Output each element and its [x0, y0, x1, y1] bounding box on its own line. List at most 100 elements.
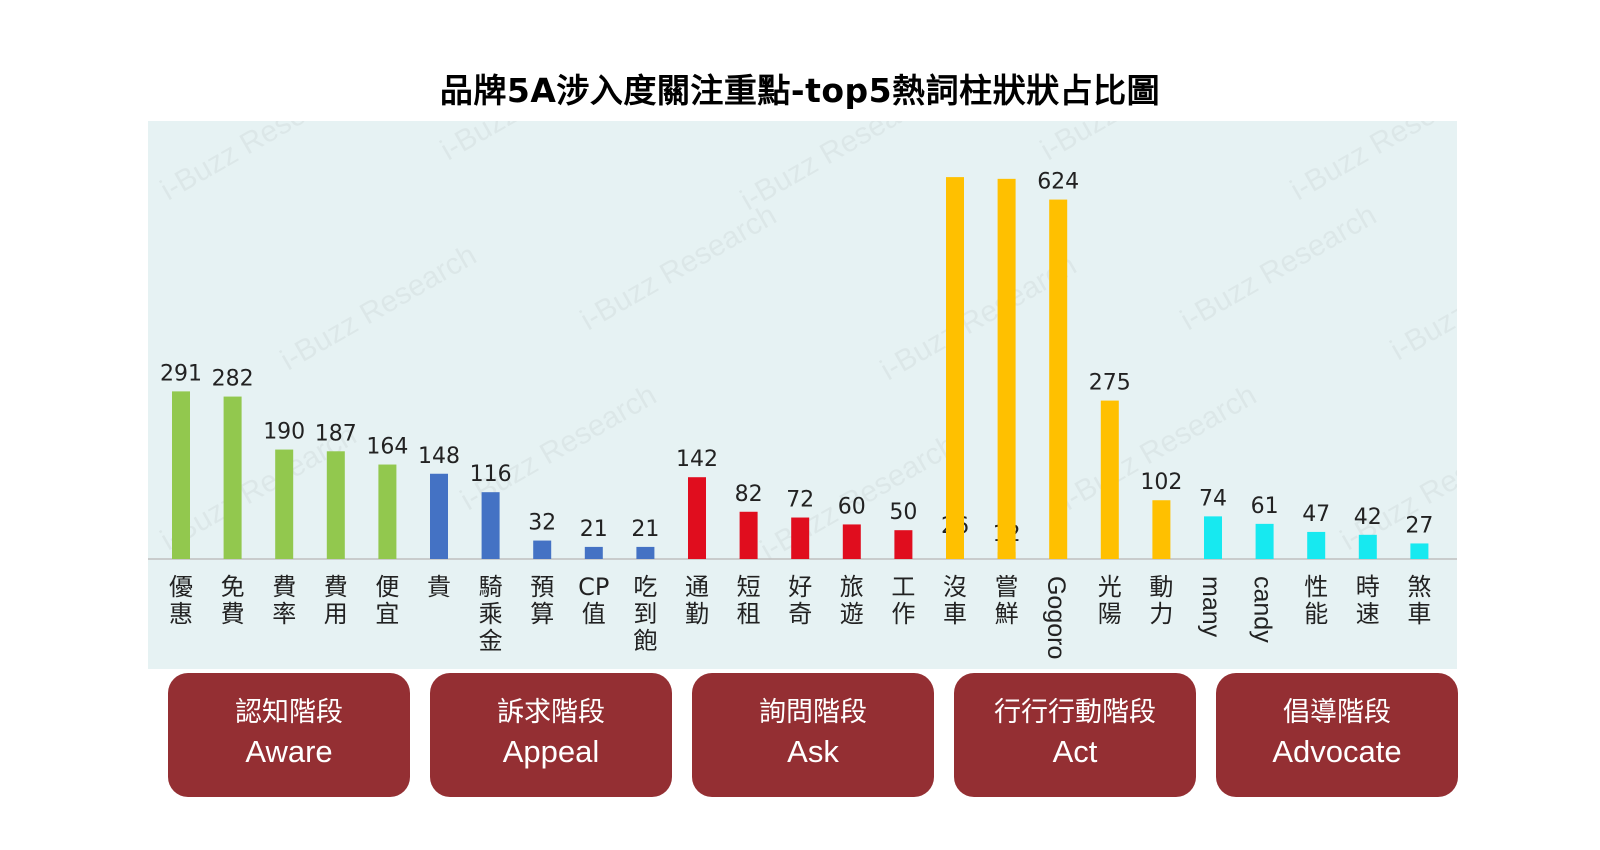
category-label: 短租: [737, 573, 761, 628]
bar: [378, 464, 397, 559]
stage-box-act: 行行行動階段 Act: [954, 673, 1196, 797]
bar: [1049, 199, 1068, 559]
stage-cn-label: 倡導階段: [1283, 697, 1391, 728]
category-label: 免費: [221, 573, 245, 628]
bar: [1410, 543, 1429, 559]
data-label: 82: [735, 482, 763, 507]
bar: [1358, 534, 1377, 559]
category-label: CP 值: [578, 573, 609, 628]
watermark-text: i-Buzz Research: [155, 121, 362, 207]
category-label: Gogoro: [1042, 576, 1070, 659]
data-label: 275: [1089, 371, 1131, 396]
data-label: 116: [470, 462, 512, 487]
watermark-text: i-Buzz Research: [1175, 198, 1382, 337]
data-label: 60: [838, 494, 866, 519]
data-label: 148: [418, 444, 460, 469]
data-label: 47: [1302, 502, 1330, 527]
data-label: 61: [1251, 494, 1279, 519]
category-label: 旅遊: [840, 573, 864, 628]
data-label: 42: [1354, 505, 1382, 530]
category-label: 便宜: [375, 573, 399, 628]
data-label: 72: [786, 488, 814, 513]
stage-en-label: Advocate: [1272, 734, 1402, 769]
category-label: 好奇: [788, 573, 812, 628]
category-label: 煞車: [1407, 573, 1431, 628]
bar: [1255, 523, 1274, 559]
stage-box-appeal: 訴求階段 Appeal: [430, 673, 672, 797]
category-label: candy: [1249, 576, 1277, 643]
data-label: 50: [889, 500, 917, 525]
bar: [1204, 516, 1222, 559]
data-label: 282: [212, 367, 254, 392]
data-label: 21: [631, 517, 659, 542]
watermark-text: i-Buzz Research: [1055, 378, 1262, 517]
category-label: 騎乘金: [479, 573, 503, 655]
watermark-text: i-Buzz Research: [435, 121, 642, 167]
bar: [1152, 500, 1171, 559]
watermark-text: i-Buzz Research: [1035, 121, 1242, 167]
data-label: 21: [580, 517, 608, 542]
category-label: 貴: [427, 573, 451, 601]
data-label: 142: [676, 447, 718, 472]
stage-en-label: Appeal: [502, 734, 600, 769]
data-label: 190: [263, 420, 305, 445]
category-label: 嘗鮮: [995, 573, 1019, 628]
watermark-text: i-Buzz Research: [575, 198, 782, 337]
bar: [172, 391, 190, 559]
bar: [326, 451, 345, 559]
overlay-bar: [946, 177, 964, 559]
stage-box-advocate: 倡導階段 Advocate: [1216, 673, 1458, 797]
stage-cn-label: 行行行動階段: [994, 697, 1156, 728]
stage-en-label: Aware: [245, 734, 333, 769]
chart-title: 品牌5A涉入度關注重點-top5熱詞柱狀狀占比圖: [439, 71, 1161, 110]
bar: [430, 473, 448, 559]
stage-en-label: Ask: [787, 734, 839, 769]
bar: [636, 546, 655, 559]
overlay-bar: [997, 178, 1016, 559]
category-label: 時速: [1356, 573, 1380, 628]
stage-cn-label: 認知階段: [235, 697, 343, 728]
data-label: 32: [528, 511, 556, 536]
stage-en-label: Act: [1052, 734, 1098, 769]
bar: [275, 449, 294, 559]
data-label: 102: [1140, 470, 1182, 495]
watermark-text: i-Buzz Research: [1385, 228, 1457, 367]
category-label: 光陽: [1098, 573, 1122, 628]
bar: [1307, 531, 1326, 559]
category-label: 性能: [1304, 573, 1328, 628]
category-label: 費用: [324, 573, 348, 628]
data-label: 187: [315, 421, 357, 446]
watermark-text: i-Buzz Research: [1285, 121, 1457, 207]
bar: [688, 477, 706, 559]
category-label: 費率: [272, 573, 296, 628]
category-label: many: [1197, 576, 1225, 638]
bar: [791, 517, 810, 559]
stage-cn-label: 詢問階段: [759, 697, 867, 728]
data-label: 624: [1037, 170, 1079, 195]
bar: [533, 540, 552, 559]
bar: [481, 492, 500, 559]
stage-box-aware: 認知階段 Aware: [168, 673, 410, 797]
data-label: 291: [160, 361, 202, 386]
category-label: 沒車: [943, 573, 967, 628]
stage-cn-label: 訴求階段: [497, 697, 605, 728]
bar: [223, 396, 242, 559]
stage-box-ask: 詢問階段 Ask: [692, 673, 934, 797]
data-label: 27: [1405, 513, 1433, 538]
bar: [894, 530, 913, 559]
bar: [739, 511, 758, 559]
bar: [584, 546, 603, 559]
bar: [842, 524, 861, 559]
watermark-text: i-Buzz Research: [275, 238, 482, 377]
category-label: 動力: [1149, 573, 1173, 628]
category-label: 吃到飽: [633, 573, 657, 655]
data-label: 74: [1199, 486, 1227, 511]
category-label: 通勤: [685, 573, 709, 628]
category-label: 預算: [530, 573, 554, 628]
watermark-text: i-Buzz Research: [1335, 418, 1457, 557]
data-label: 164: [366, 435, 408, 460]
bar: [1100, 400, 1119, 559]
category-label: 工作: [891, 573, 915, 628]
